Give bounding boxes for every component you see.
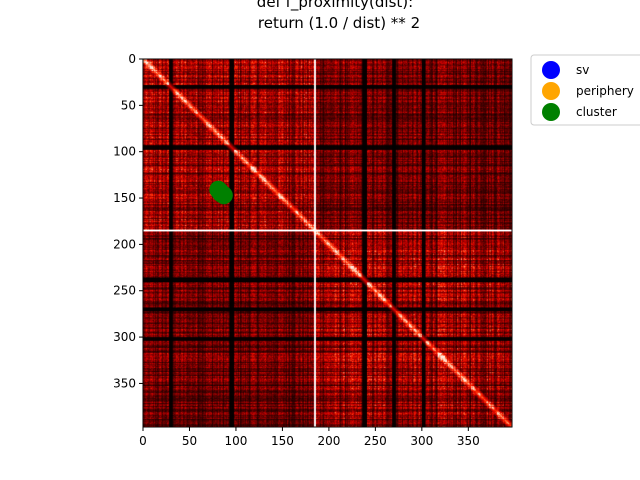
heatmap-frame [142, 58, 513, 428]
x-tick-label-250: 250 [364, 434, 387, 448]
plot-area: 0 50 100 150 200 250 300 350 0 50 100 150 200 250 300… [113, 52, 513, 448]
x-axis: 0 50 100 150 200 250 300 350 [139, 427, 480, 448]
y-tick-label-200: 200 [113, 237, 136, 251]
x-tick-label-200: 200 [317, 434, 340, 448]
y-tick-label-350: 350 [113, 376, 136, 390]
chart-title-line-2: return (1.0 / dist) ** 2 [258, 14, 420, 32]
y-tick-label-100: 100 [113, 145, 136, 159]
y-tick-label-250: 250 [113, 284, 136, 298]
x-tick-label-350: 350 [457, 434, 480, 448]
x-tick-label-100: 100 [224, 434, 247, 448]
legend-label-cluster: cluster [576, 105, 617, 119]
legend-label-sv: sv [576, 63, 589, 77]
point-cluster-4 [214, 186, 233, 205]
x-tick-label-300: 300 [410, 434, 433, 448]
chart-title-line-1: def f_proximity(dist): [257, 0, 413, 12]
legend: sv periphery cluster [530, 54, 640, 126]
y-axis: 0 50 100 150 200 250 300 350 [113, 52, 143, 390]
y-tick-label-50: 50 [121, 98, 136, 112]
x-tick-label-50: 50 [182, 434, 197, 448]
legend-label-periphery: periphery [576, 84, 634, 98]
legend-marker-sv [542, 61, 560, 79]
x-tick-label-150: 150 [271, 434, 294, 448]
legend-marker-periphery [542, 82, 560, 100]
x-tick-label-0: 0 [139, 434, 147, 448]
y-tick-label-300: 300 [113, 330, 136, 344]
y-tick-label-150: 150 [113, 191, 136, 205]
scatter-points [209, 180, 233, 205]
y-tick-label-0: 0 [128, 52, 136, 66]
legend-marker-cluster [542, 103, 560, 121]
heatmap-image [143, 59, 512, 427]
